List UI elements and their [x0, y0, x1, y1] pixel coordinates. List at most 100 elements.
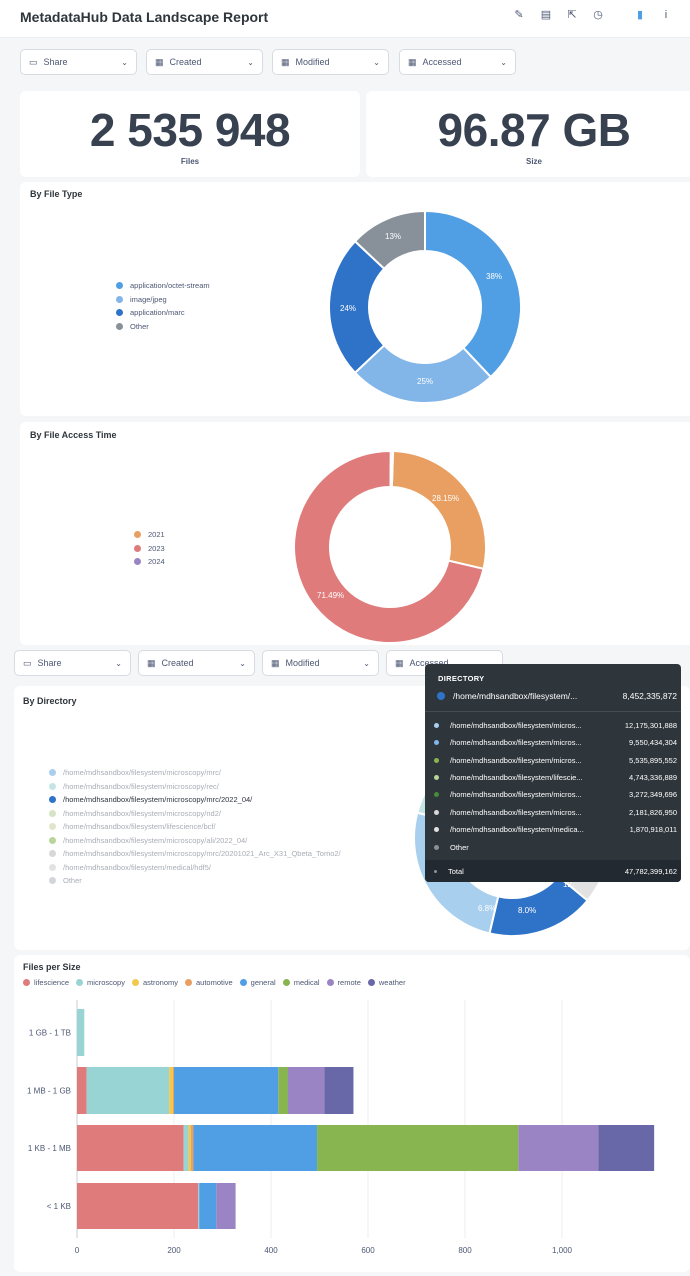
legend-label: medical: [293, 978, 320, 987]
legend-item[interactable]: /home/mdhsandbox/filesystem/microscopy/a…: [49, 834, 341, 848]
legend-dot: [184, 979, 192, 986]
pencil-icon[interactable]: ✎: [514, 9, 524, 21]
bar-microscopy[interactable]: [183, 1125, 189, 1171]
chevron-down-icon: ⌄: [247, 57, 254, 67]
legend-item[interactable]: /home/mdhsandbox/filesystem/microscopy/m…: [49, 766, 341, 780]
files-count-label: Files: [180, 157, 200, 166]
pie-slice-other[interactable]: [353, 209, 426, 271]
slice-label: 8.0%: [518, 906, 537, 915]
legend-item[interactable]: application/octet-stream: [116, 279, 210, 293]
legend-item[interactable]: /home/mdhsandbox/filesystem/lifescience/…: [49, 820, 341, 834]
slice-label: 25%: [417, 377, 434, 386]
legend-item[interactable]: /home/mdhsandbox/filesystem/medical/hdf5…: [49, 861, 341, 875]
legend-item[interactable]: /home/mdhsandbox/filesystem/microscopy/n…: [49, 807, 341, 821]
legend-item[interactable]: /home/mdhsandbox/filesystem/microscopy/r…: [49, 780, 341, 794]
bar-medical[interactable]: [278, 1067, 288, 1114]
bar-medical[interactable]: [317, 1125, 519, 1171]
legend-dot: [367, 979, 375, 986]
bar-microscopy[interactable]: [86, 1067, 170, 1114]
tooltip-row: /home/mdhsandbox/filesystem/micros... 9,5…: [425, 736, 681, 748]
tooltip-heading: DIRECTORY: [438, 674, 485, 683]
share-filter-icon: ▭: [29, 56, 38, 67]
chevron-down-icon: ⌄: [363, 658, 370, 668]
bar-astronomy[interactable]: [169, 1067, 174, 1114]
bar-automotive[interactable]: [173, 1067, 174, 1114]
created-filter-label: Created: [161, 658, 194, 668]
modified-filter[interactable]: ▦ Modified ⌄: [272, 49, 389, 75]
legend-item-automotive[interactable]: automotive: [184, 978, 233, 987]
legend-item-microscopy[interactable]: microscopy: [76, 978, 125, 987]
legend-item[interactable]: /home/mdhsandbox/filesystem/microscopy/m…: [49, 847, 341, 861]
pie-slice-2024[interactable]: [389, 449, 395, 489]
slice-label: 12.: [563, 880, 575, 889]
accessed-filter-label: Accessed: [409, 658, 449, 668]
accessed-filter[interactable]: ▦ Accessed ⌄: [399, 49, 516, 75]
file-type-donut[interactable]: [328, 209, 522, 404]
legend-label: lifescience: [34, 978, 70, 987]
legend-label: automotive: [195, 978, 233, 987]
size-label: Size: [525, 157, 542, 166]
modified-filter[interactable]: ▦ Modified ⌄: [262, 650, 379, 676]
legend-item-astronomy[interactable]: astronomy: [131, 978, 178, 987]
tooltip-row: Other: [425, 841, 681, 853]
share-filter[interactable]: ▭ Share ⌄: [14, 650, 131, 676]
bar-weather[interactable]: [598, 1125, 655, 1171]
tooltip-row: /home/mdhsandbox/filesystem/lifescie... 4…: [425, 771, 681, 783]
bar-remote[interactable]: [518, 1125, 599, 1171]
legend-item-general[interactable]: general: [239, 978, 276, 987]
legend-label: microscopy: [87, 978, 125, 987]
chevron-down-icon: ⌄: [121, 57, 128, 67]
legend-item[interactable]: Other: [116, 320, 210, 334]
bar-lifescience[interactable]: [77, 1067, 87, 1114]
history-icon[interactable]: ◷: [593, 9, 603, 21]
directory-title: By Directory: [23, 696, 77, 706]
bar-automotive[interactable]: [190, 1125, 194, 1171]
modified-filter-label: Modified: [285, 658, 320, 668]
legend-item-remote[interactable]: remote: [326, 978, 361, 987]
legend-item[interactable]: /home/mdhsandbox/filesystem/microscopy/m…: [49, 793, 341, 807]
legend-item-medical[interactable]: medical: [282, 978, 320, 987]
legend-item[interactable]: 2024: [134, 555, 165, 569]
legend-dot: [326, 979, 334, 986]
legend-item[interactable]: 2021: [134, 528, 165, 542]
share-filter-label: Share: [37, 658, 62, 668]
bookmark-icon[interactable]: ▮: [636, 9, 644, 21]
pie-slice-application-octet-stream[interactable]: [424, 209, 522, 379]
created-filter[interactable]: ▦ Created ⌄: [146, 49, 263, 75]
bar-general[interactable]: [193, 1125, 318, 1171]
bar-microscopy[interactable]: [77, 1009, 85, 1056]
bar-weather[interactable]: [324, 1067, 354, 1114]
bar-lifescience[interactable]: [77, 1125, 184, 1171]
bar-microscopy[interactable]: [198, 1183, 200, 1229]
directory-tooltip: DIRECTORY /home/mdhsandbox/filesystem/..…: [425, 664, 681, 882]
directory-legend: /home/mdhsandbox/filesystem/microscopy/m…: [49, 766, 341, 888]
bar-general[interactable]: [174, 1067, 279, 1114]
tooltip-row: /home/mdhsandbox/filesystem/medica... 1,8…: [425, 823, 681, 835]
legend-item[interactable]: application/marc: [116, 306, 210, 320]
share-icon[interactable]: ⇱: [567, 9, 577, 21]
slice-label: 24%: [340, 304, 357, 313]
legend-dot: [23, 979, 30, 986]
bar-astronomy[interactable]: [188, 1125, 191, 1171]
legend-item[interactable]: 2023: [134, 542, 165, 556]
bar-lifescience[interactable]: [77, 1183, 199, 1229]
share-filter[interactable]: ▭ Share ⌄: [20, 49, 137, 75]
legend-label: weather: [378, 978, 406, 987]
accessed-filter-label: Accessed: [422, 57, 462, 67]
bar-general[interactable]: [199, 1183, 217, 1229]
x-tick-label: 0: [75, 1246, 80, 1255]
bar-remote[interactable]: [216, 1183, 236, 1229]
calendar-icon: ▦: [408, 56, 417, 67]
created-filter[interactable]: ▦ Created ⌄: [138, 650, 255, 676]
legend-item-lifescience[interactable]: lifescience: [23, 978, 69, 987]
legend-item[interactable]: image/jpeg: [116, 293, 210, 307]
info-icon[interactable]: i: [664, 9, 668, 21]
subscription-icon[interactable]: ▤: [540, 9, 552, 21]
legend-dot: [239, 979, 247, 986]
bar-remote[interactable]: [287, 1067, 325, 1114]
pie-slice-2023[interactable]: [293, 450, 485, 644]
created-filter-label: Created: [169, 57, 202, 67]
legend-item-weather[interactable]: weather: [367, 978, 406, 987]
legend-item[interactable]: Other: [49, 874, 341, 888]
